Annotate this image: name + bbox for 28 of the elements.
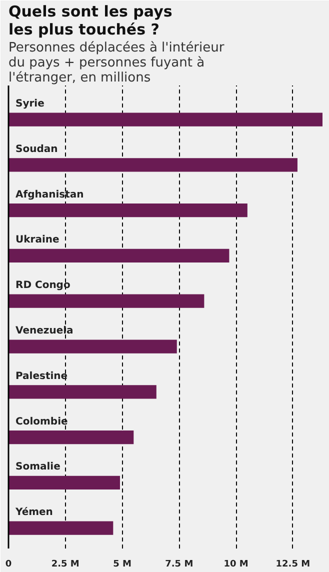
x-tick-label: 0 — [5, 560, 12, 570]
y-tick-label: Afghanistan — [16, 189, 84, 200]
y-tick-label: Syrie — [16, 98, 45, 110]
bar — [8, 158, 298, 172]
chart-title: Quels sont les pays les plus touchés ? — [8, 2, 172, 38]
y-tick-label: Palestine — [16, 370, 68, 382]
y-tick-label: Somalie — [16, 462, 61, 473]
bar — [8, 476, 120, 490]
y-tick-label: RD Congo — [16, 280, 70, 292]
x-tick-label: 12.5 M — [276, 560, 310, 570]
y-tick-label: Yémen — [14, 507, 53, 518]
x-tick-label: 2.5 M — [51, 560, 80, 570]
y-tick-label: Venezuela — [16, 326, 74, 337]
bar — [8, 385, 156, 399]
bar — [8, 204, 248, 218]
y-tick-label: Colombie — [16, 416, 68, 428]
bar — [8, 430, 134, 444]
x-tick-label: 5 M — [113, 560, 132, 570]
chart-subtitle: Personnes déplacées à l'intérieur du pays + personnes fuyant à l'étranger, en millions — [8, 40, 225, 86]
bar — [8, 340, 177, 354]
y-tick-label: Soudan — [16, 144, 58, 155]
bar — [8, 248, 230, 263]
bar — [8, 294, 204, 308]
bar — [8, 112, 322, 126]
y-tick-label: Ukraine — [16, 234, 60, 246]
bar — [8, 521, 114, 535]
x-tick-label: 7.5 M — [165, 560, 194, 570]
x-tick-label: 10 M — [224, 560, 248, 570]
